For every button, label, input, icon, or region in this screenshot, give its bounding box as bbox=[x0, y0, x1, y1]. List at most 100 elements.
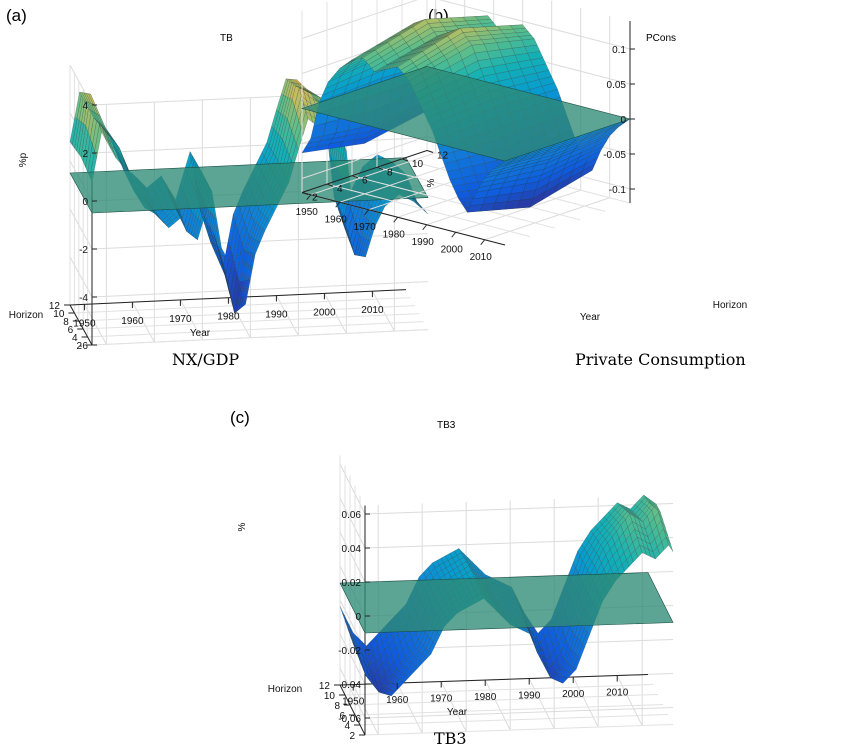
b-year-tick-label: 1950 bbox=[296, 207, 319, 218]
c-zero-plane bbox=[339, 572, 674, 634]
b-zero-plane bbox=[300, 66, 632, 162]
b-year-tick bbox=[480, 239, 486, 246]
b-year-tick bbox=[451, 231, 457, 238]
a-year-tick-label: 1950 bbox=[73, 318, 96, 329]
c-surface-patch bbox=[643, 494, 651, 504]
b-year-tick-label: 1960 bbox=[325, 214, 348, 225]
panel-c-title: TB3 bbox=[437, 420, 456, 431]
b-year-tick-label: 1980 bbox=[383, 229, 406, 240]
panel-a-title: TB bbox=[220, 33, 233, 44]
c-z-tick-label: -0.02 bbox=[338, 646, 361, 657]
panel-c-caption: TB3 bbox=[434, 729, 467, 748]
b-z-axis-label: % bbox=[426, 178, 437, 187]
b-horizon-tick-label: 2 bbox=[312, 193, 318, 204]
b-horizon-tick bbox=[301, 192, 309, 195]
c-z-tick-label: 0.06 bbox=[342, 510, 362, 521]
b-year-tick-label: 2000 bbox=[441, 244, 464, 255]
c-year-tick-label: 1990 bbox=[518, 691, 541, 702]
a-z-tick-label: 0 bbox=[82, 197, 88, 208]
panel-a-label: (a) bbox=[6, 6, 27, 25]
c-labels: 0.06 0.04 0.02 0 -0.02 -0.04 -0.06 1950 1960 1970… bbox=[237, 510, 629, 742]
c-horizon-axis bbox=[339, 684, 366, 736]
a-horizon-tick-label: 8 bbox=[63, 317, 69, 328]
c-surface-patch bbox=[339, 606, 348, 623]
c-z-tick-label: -0.04 bbox=[338, 680, 361, 691]
c-year-tick-label: 2000 bbox=[562, 689, 585, 700]
panel-b-caption: Private Consumption bbox=[575, 350, 746, 369]
panel-b-plot: 0.1 0.05 0 -0.05 -0.1 2010 2000 1990 1980 1970 196… bbox=[296, 0, 747, 323]
b-year-axis-label: Year bbox=[580, 312, 601, 323]
a-horizon-axis-label: Horizon bbox=[9, 310, 43, 321]
panel-c-plot: 0.06 0.04 0.02 0 -0.02 -0.04 -0.06 1950 1960 1970… bbox=[237, 455, 674, 742]
b-horizon-tick bbox=[326, 183, 334, 187]
a-horizon-tick-label: 6 bbox=[68, 325, 74, 336]
b-horizon-axis bbox=[301, 150, 428, 193]
panel-b: (b) PCons 0.1 0.05 0 -0.05 -0.1 2010 2000 1990 1… bbox=[296, 0, 856, 370]
a-horizon-tick-label: 4 bbox=[72, 333, 78, 344]
a-horizon-tick-label: 10 bbox=[53, 309, 65, 320]
a-horizon-axis bbox=[69, 304, 93, 346]
b-horizon-tick-label: 12 bbox=[437, 151, 449, 162]
panel-c-label: (c) bbox=[230, 408, 250, 427]
b-year-tick bbox=[364, 209, 370, 216]
c-z-axis-label: % bbox=[237, 522, 248, 531]
a-z-tick-label: 2 bbox=[82, 149, 88, 160]
b-z-tick-label: -0.1 bbox=[609, 185, 627, 196]
c-z-tick-label: -0.06 bbox=[338, 714, 361, 725]
a-horizon-tick-label: 2 bbox=[76, 341, 82, 352]
a-year-tick-label: 2000 bbox=[313, 307, 336, 318]
b-z-gridline bbox=[301, 0, 631, 50]
a-year-tick-label: 1980 bbox=[217, 312, 240, 323]
c-year-axis-label: Year bbox=[447, 707, 468, 718]
b-year-tick-label: 1970 bbox=[354, 222, 377, 233]
panel-a-caption: NX/GDP bbox=[172, 350, 240, 369]
a-z-tick-label: -6 bbox=[79, 341, 88, 352]
b-horizon-tick-label: 4 bbox=[337, 184, 343, 195]
b-z-tick-label: 0.1 bbox=[612, 45, 626, 56]
c-horizon-tick-label: 4 bbox=[344, 721, 350, 732]
a-horizon-tick-label: 12 bbox=[49, 301, 61, 312]
b-year-axis bbox=[301, 192, 506, 246]
c-z-tick-label: 0 bbox=[355, 612, 361, 623]
b-year-tick-label: 1990 bbox=[412, 237, 435, 248]
a-z-tick-label: -4 bbox=[79, 293, 88, 304]
b-year-tick-label: 2010 bbox=[470, 252, 493, 263]
c-horizon-tick-label: 2 bbox=[349, 731, 355, 742]
c-year-tick-label: 2010 bbox=[606, 688, 629, 699]
b-horizon-tick bbox=[426, 150, 434, 153]
b-horizon-tick-label: 8 bbox=[387, 167, 393, 178]
b-z-tick-label: 0 bbox=[620, 115, 626, 126]
b-year-tick bbox=[422, 224, 428, 231]
a-year-tick-label: 1970 bbox=[169, 314, 192, 325]
b-horizon-tick bbox=[351, 175, 359, 179]
c-horizon-tick-label: 10 bbox=[324, 691, 336, 702]
panel-c: (c) TB3 0.06 0.04 0.02 0 -0.02 -0.04 -0.06 1950… bbox=[225, 405, 674, 751]
a-year-gridline bbox=[131, 102, 155, 343]
c-horizon-tick-label: 6 bbox=[339, 711, 345, 722]
c-z-tick-label: 0.02 bbox=[342, 578, 362, 589]
a-year-axis-label: Year bbox=[190, 328, 211, 339]
c-year-tick-label: 1980 bbox=[474, 692, 497, 703]
panel-b-title: PCons bbox=[646, 33, 677, 44]
c-horizon-tick-label: 12 bbox=[319, 681, 331, 692]
c-horizon-tick-label: 8 bbox=[334, 701, 340, 712]
b-horizon-tick bbox=[376, 166, 384, 170]
b-year-tick bbox=[393, 216, 399, 223]
c-z-tick-label: 0.04 bbox=[342, 544, 362, 555]
b-horizon-tick bbox=[401, 158, 409, 162]
c-year-tick-label: 1960 bbox=[386, 695, 409, 706]
panel-a: (a) TB 4 2 0 -2 -4 -6 1950 1960 1970 1980 1990 2000… bbox=[0, 0, 429, 370]
c-year-tick-label: 1950 bbox=[342, 697, 365, 708]
b-horizon-axis-label: Horizon bbox=[713, 300, 747, 311]
b-labels: 0.1 0.05 0 -0.05 -0.1 2010 2000 1990 1980 1970 196… bbox=[296, 45, 748, 323]
b-z-tick-label: 0.05 bbox=[607, 80, 627, 91]
c-year-tick-label: 1970 bbox=[430, 694, 453, 705]
a-z-axis-label: %p bbox=[18, 152, 29, 167]
b-z-tick-label: -0.05 bbox=[603, 150, 626, 161]
b-horizon-tick-label: 10 bbox=[412, 159, 424, 170]
a-year-tick-label: 2010 bbox=[361, 305, 384, 316]
a-z-tick-label: 4 bbox=[82, 101, 88, 112]
c-horizon-axis-label: Horizon bbox=[268, 684, 302, 695]
